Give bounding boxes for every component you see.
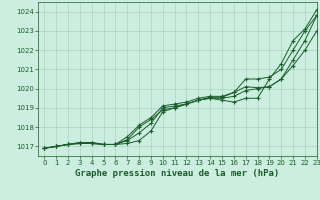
X-axis label: Graphe pression niveau de la mer (hPa): Graphe pression niveau de la mer (hPa)	[76, 169, 280, 178]
